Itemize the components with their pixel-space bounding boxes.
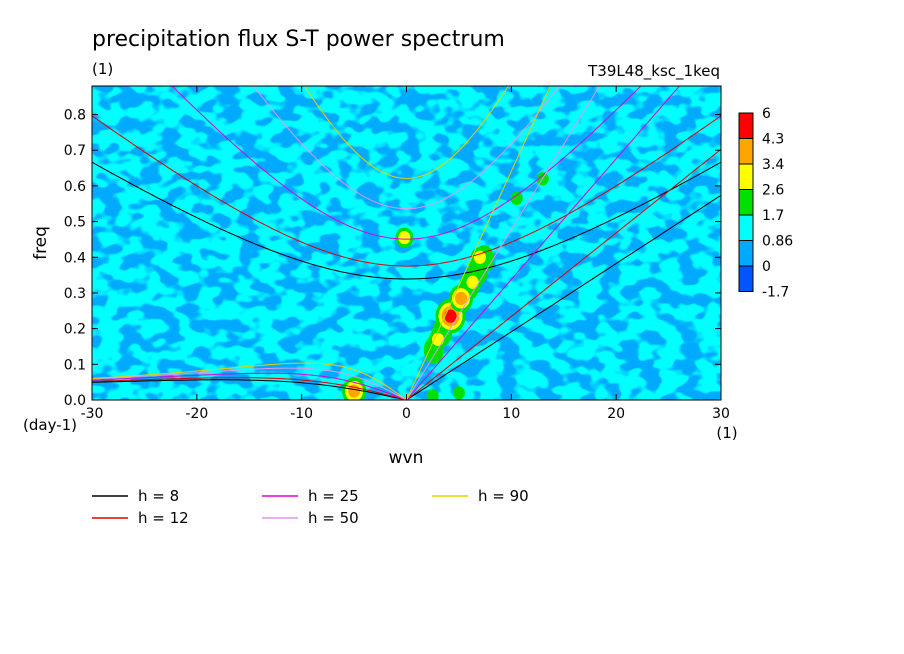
x-axis-label: wvn [389,448,424,468]
dispersion-curves [92,86,721,400]
plot-area [92,86,721,400]
y-axis: 0.0 0.1 0.2 0.3 0.4 0.5 0.6 0.7 0.8 [64,108,721,409]
colorbar-swatch [738,265,754,292]
colorbar-swatch [738,240,754,267]
kelvin-wave-curve-h50 [406,86,601,400]
legend-label: h = 8 [138,487,179,505]
legend-label: h = 25 [308,487,359,505]
kelvin-wave-curve-h25 [406,86,681,400]
kelvin-wave-curve-h90 [406,86,551,400]
colorbar-swatch [738,189,754,216]
y-tick-label: 0.7 [64,143,86,159]
y-tick-label: 0.3 [64,286,86,302]
gravity-wave-curve-h50 [252,86,561,210]
legend-label: h = 90 [478,487,529,505]
rossby-wave-curve-h90 [92,362,407,400]
units-label: (1) [92,60,113,78]
gravity-wave-curve-h12 [92,115,721,267]
x-tick-label: 10 [502,406,520,422]
colorbar-label: -1.7 [762,285,789,301]
y-tick-label: 0.0 [64,393,86,409]
colorbar-label: 3.4 [762,157,784,173]
colorbar-swatch [738,163,754,190]
x-tick-label: -10 [290,406,313,422]
x-unit-label: (1) [716,424,737,442]
x-tick-label: 20 [607,406,625,422]
rossby-wave-curve-h8 [92,379,407,400]
colorbar-label: 0.86 [762,234,793,250]
run-label: T39L48_ksc_1keq [587,62,720,81]
x-tick-label: 30 [712,406,730,422]
spectral-peak-green [426,389,439,400]
spectral-peak-red [444,309,457,323]
legend-label: h = 50 [308,509,359,527]
colorbar-label: 2.6 [762,183,784,199]
spectral-peak-yellow [473,250,486,264]
x-tick-label: -30 [81,406,104,422]
x-axis: -30 -20 -10 0 10 20 30 [81,86,730,422]
spectral-peak-yellow [431,332,444,346]
rossby-wave-curve-h25 [92,372,407,400]
colorbar-label: 4.3 [762,132,784,148]
colorbar-label: 0 [762,259,771,275]
spectral-peak-yellow [398,231,411,245]
gravity-wave-curve-h8 [92,161,721,280]
x-tick-label: -20 [185,406,208,422]
legend-label: h = 12 [138,509,189,527]
spectral-peak-orange [455,291,468,305]
kelvin-wave-curve-h8 [406,194,721,400]
rossby-wave-curve-h12 [92,377,407,400]
kelvin-wave-curve-h12 [406,148,721,400]
y-tick-label: 0.5 [64,215,86,231]
colorbar-label: 1.7 [762,208,784,224]
colorbar-swatch [738,138,754,165]
chart-title: precipitation flux S-T power spectrum [92,27,505,52]
colorbar-swatch [738,112,754,139]
y-tick-label: 0.8 [64,108,86,124]
y-tick-label: 0.2 [64,322,86,338]
rossby-wave-curve-h50 [92,367,407,400]
y-tick-label: 0.1 [64,357,86,373]
gravity-wave-curve-h90 [304,86,509,179]
y-unit-label: (day-1) [23,416,77,434]
y-tick-label: 0.4 [64,250,86,266]
legend: h = 8 h = 12 h = 25 h = 50 h = 90 [92,487,529,527]
colorbar-label: 6 [762,106,771,122]
colorbar: 6 4.3 3.4 2.6 1.7 0.86 0 -1.7 [738,106,793,301]
spectral-peak-yellow [466,275,479,289]
colorbar-swatch [738,214,754,241]
spectral-peak-green [510,191,523,205]
gravity-wave-curve-h25 [171,86,642,240]
y-axis-label: freq [31,226,51,260]
y-tick-label: 0.6 [64,179,86,195]
spectral-peak-green [452,386,465,400]
x-tick-label: 0 [402,406,411,422]
